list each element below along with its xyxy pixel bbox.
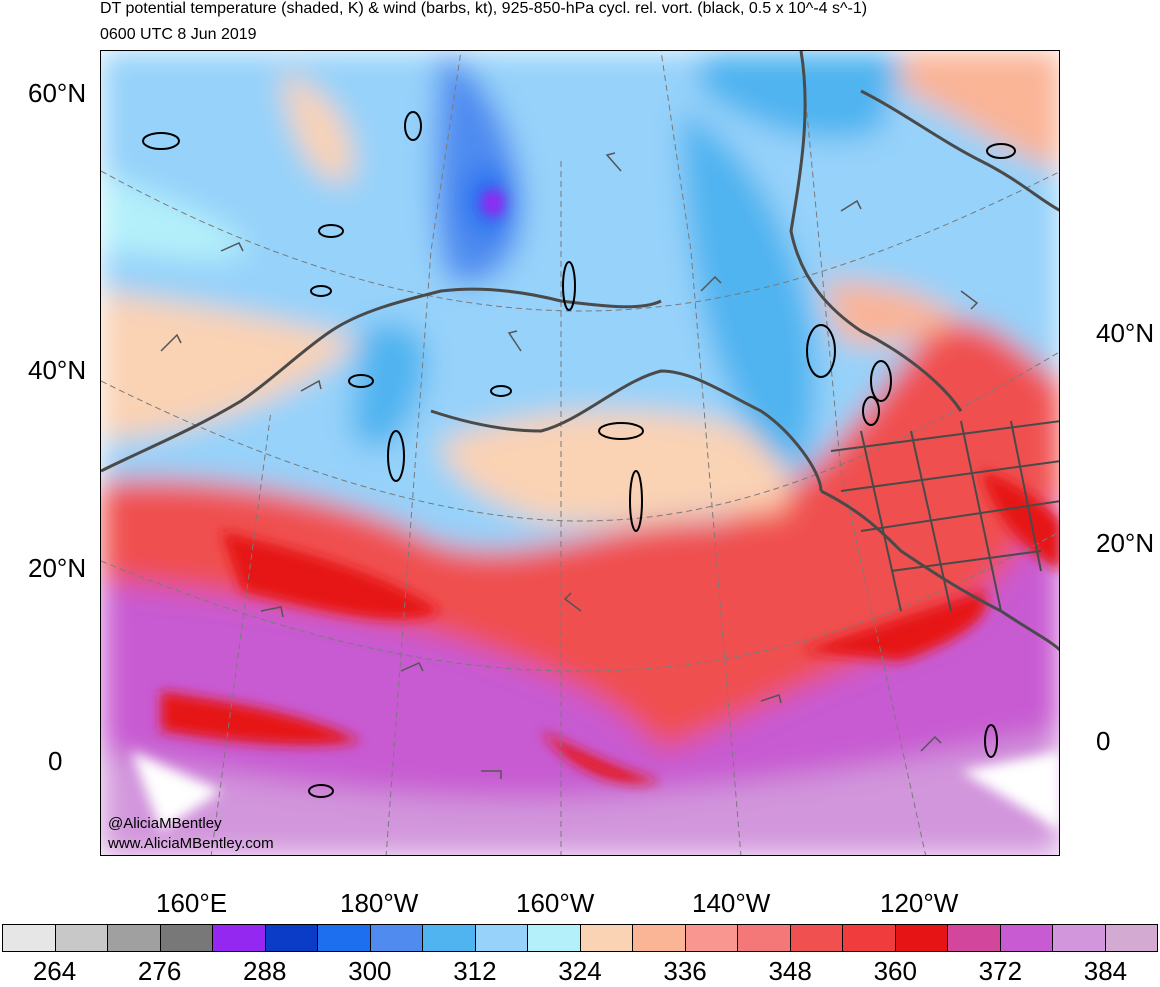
colorbar-swatch — [948, 925, 1001, 951]
lat-label-right: 20°N — [1096, 528, 1155, 558]
map-panel — [100, 50, 1060, 856]
colorbar-label: 324 — [558, 956, 602, 986]
colorbar-label: 336 — [663, 956, 707, 986]
lat-label-right: 40°N — [1096, 318, 1155, 348]
colorbar-swatch — [790, 925, 843, 951]
colorbar-swatch — [213, 925, 266, 951]
colorbar-swatch — [423, 925, 476, 951]
lat-label-right: 0 — [1096, 726, 1111, 756]
coastlines — [101, 51, 1059, 652]
lat-label-left: 40°N — [28, 355, 87, 385]
colorbar — [2, 924, 1158, 952]
credit-handle: @AliciaMBentley — [108, 815, 222, 832]
graticule — [101, 51, 1059, 855]
colorbar-swatch — [1000, 925, 1053, 951]
lat-label-left: 20°N — [28, 553, 87, 583]
state-boundaries — [830, 420, 1059, 612]
colorbar-label: 360 — [873, 956, 917, 986]
colorbar-label: 312 — [453, 956, 497, 986]
colorbar-label: 264 — [32, 956, 77, 986]
colorbar-label: 348 — [768, 956, 812, 986]
colorbar-swatch — [895, 925, 948, 951]
colorbar-swatch — [3, 925, 56, 951]
colorbar-swatch — [633, 925, 686, 951]
lon-label: 160°W — [516, 888, 595, 918]
colorbar-swatch — [1105, 925, 1157, 951]
colorbar-label: 372 — [978, 956, 1023, 986]
colorbar-label: 288 — [243, 956, 287, 986]
vorticity-contours — [142, 111, 1016, 798]
colorbar-swatch — [108, 925, 161, 951]
colorbar-swatch — [370, 925, 423, 951]
map-canvas — [101, 51, 1059, 855]
lon-label: 120°W — [880, 888, 959, 918]
colorbar-label: 384 — [1083, 956, 1128, 986]
colorbar-swatch — [318, 925, 371, 951]
lon-label: 180°W — [340, 888, 419, 918]
valid-time: 0600 UTC 8 Jun 2019 — [100, 26, 257, 43]
colorbar-swatch — [55, 925, 108, 951]
wind-barbs — [160, 152, 979, 779]
lon-label: 140°W — [692, 888, 771, 918]
colorbar-swatch — [843, 925, 896, 951]
colorbar-swatch — [685, 925, 738, 951]
lat-label-left: 0 — [48, 746, 63, 776]
colorbar-swatch — [1053, 925, 1106, 951]
colorbar-swatch — [738, 925, 791, 951]
colorbar-label: 300 — [348, 956, 392, 986]
lon-label: 160°E — [156, 888, 228, 918]
colorbar-swatch — [265, 925, 318, 951]
colorbar-label: 276 — [137, 956, 182, 986]
credit-website[interactable]: www.AliciaMBentley.com — [108, 835, 274, 852]
theta-detail — [131, 189, 1059, 831]
map-title: DT potential temperature (shaded, K) & w… — [100, 0, 868, 17]
colorbar-swatch — [580, 925, 633, 951]
colorbar-swatch — [475, 925, 528, 951]
lat-label-left: 60°N — [28, 78, 87, 108]
colorbar-swatch — [160, 925, 213, 951]
colorbar-swatch — [528, 925, 581, 951]
